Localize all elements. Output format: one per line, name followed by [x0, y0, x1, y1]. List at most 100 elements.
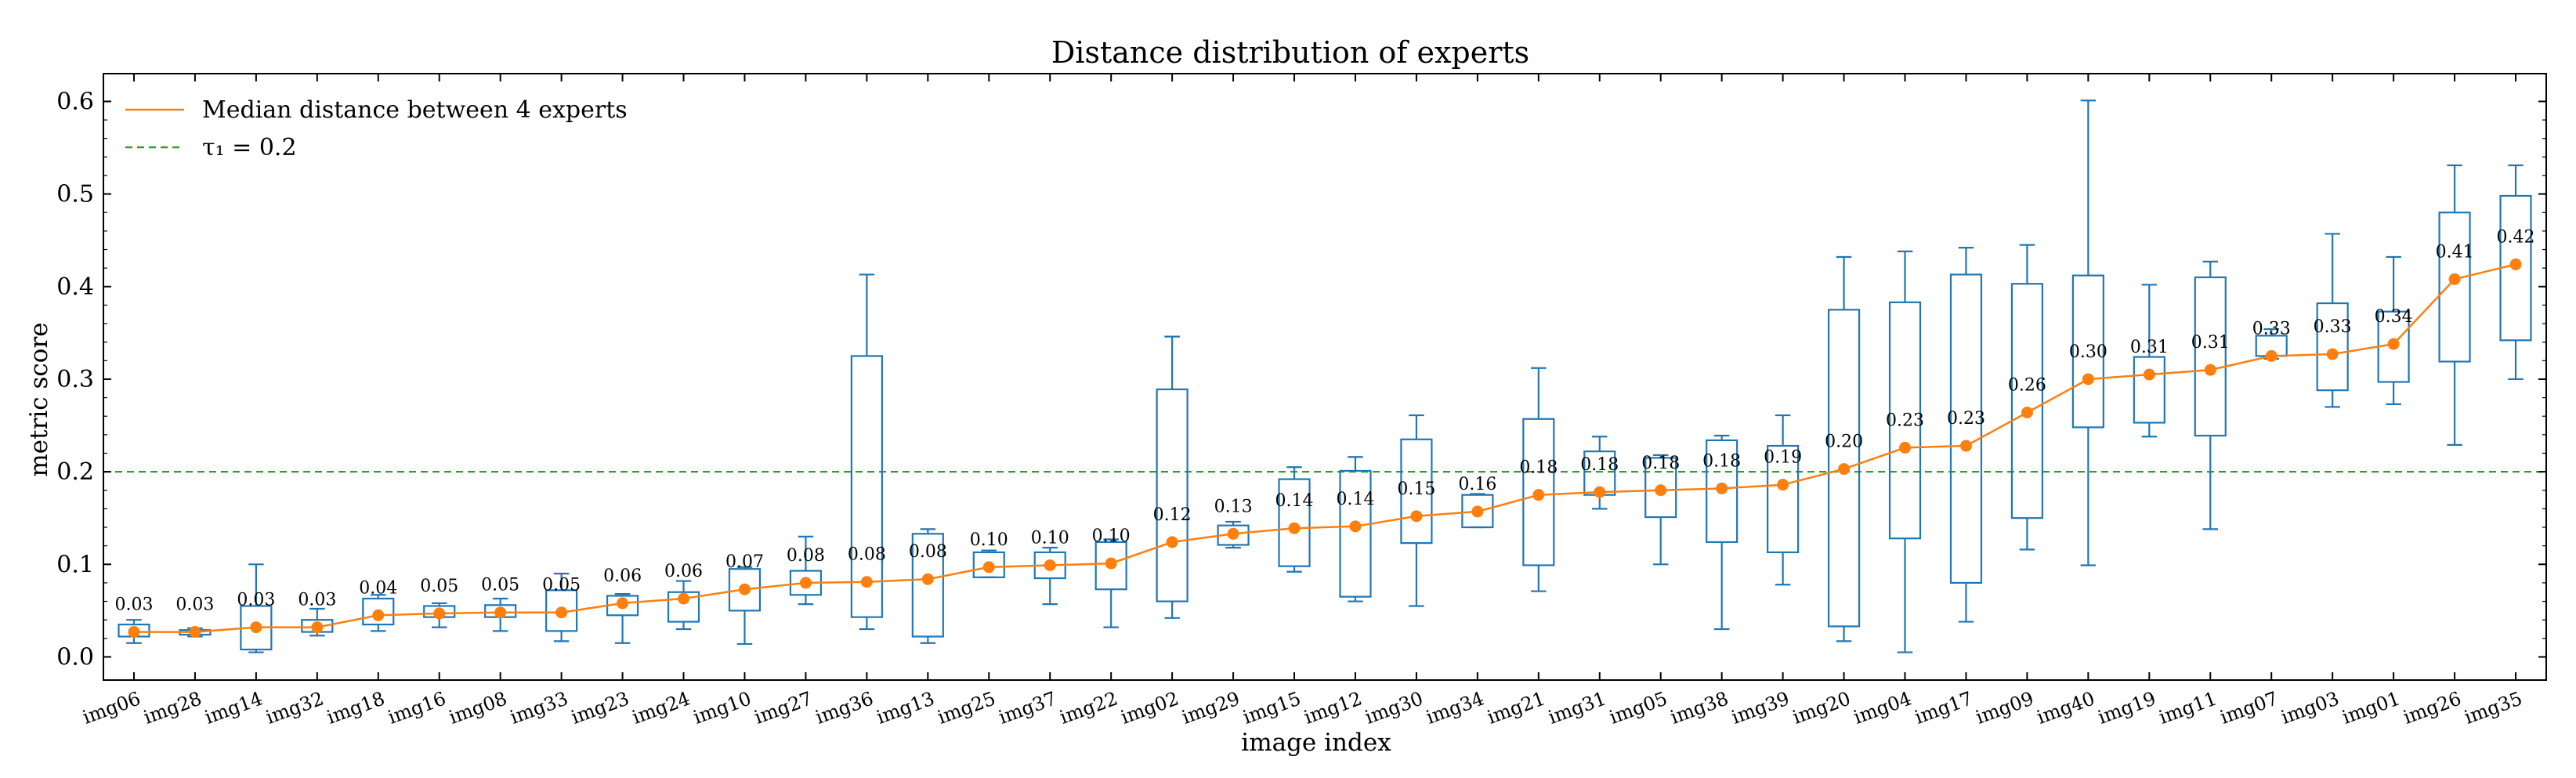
- median-marker-img37: [1044, 559, 1056, 571]
- median-marker-img21: [1532, 489, 1545, 501]
- legend: Median distance between 4 experts τ₁ = 0…: [114, 88, 631, 166]
- median-value-label: 0.31: [2191, 333, 2230, 353]
- box-img18: [362, 594, 395, 632]
- median-value-label: 0.41: [2436, 242, 2474, 262]
- box-iqr: [1278, 478, 1311, 567]
- median-value-label: 0.33: [2314, 317, 2352, 337]
- box-img15: [1278, 466, 1311, 573]
- median-marker-img32: [311, 621, 324, 634]
- box-iqr: [1644, 457, 1677, 519]
- chart-title: Distance distribution of experts: [1051, 35, 1529, 70]
- median-marker-img30: [1410, 510, 1423, 523]
- boxes-layer: [118, 100, 2532, 653]
- median-marker-img06: [128, 626, 140, 639]
- box-img39: [1767, 414, 1800, 586]
- median-value-label: 0.31: [2130, 338, 2169, 357]
- box-img34: [1461, 493, 1494, 529]
- median-marker-img13: [921, 573, 934, 585]
- median-value-label: 0.16: [1458, 475, 1496, 494]
- median-value-label: 0.33: [2252, 319, 2291, 338]
- legend-threshold-label: τ₁ = 0.2: [202, 134, 297, 161]
- box-iqr: [1156, 388, 1189, 602]
- box-img10: [728, 566, 762, 646]
- median-value-label: 0.30: [2069, 342, 2107, 362]
- median-value-label: 0.03: [114, 595, 153, 615]
- legend-background: [114, 88, 631, 166]
- x-axis-label: image index: [1241, 729, 1391, 757]
- median-value-label: 0.18: [1641, 454, 1680, 473]
- box-iqr: [2010, 283, 2044, 519]
- median-marker-img29: [1227, 527, 1239, 540]
- box-iqr: [1949, 273, 1983, 584]
- median-line: [134, 263, 2516, 633]
- median-marker-img38: [1716, 482, 1728, 494]
- box-iqr: [1522, 418, 1555, 566]
- y-tick-label: 0.5: [56, 181, 94, 208]
- box-img38: [1706, 434, 1738, 631]
- median-value-label: 0.10: [970, 530, 1008, 550]
- median-value-label: 0.08: [848, 545, 886, 565]
- median-value-label: 0.10: [1031, 528, 1069, 548]
- median-value-label: 0.14: [1336, 490, 1374, 509]
- box-iqr: [1094, 541, 1127, 591]
- box-img26: [2438, 164, 2471, 446]
- median-marker-img03: [2326, 348, 2339, 360]
- median-value-label: 0.18: [1702, 451, 1741, 471]
- box-img30: [1400, 414, 1433, 607]
- median-marker-img39: [1777, 479, 1789, 491]
- box-iqr: [1339, 469, 1372, 598]
- box-iqr: [1400, 438, 1433, 545]
- median-marker-img17: [1959, 440, 1972, 452]
- median-labels-layer: 0.03 0.03 0.03 0.03 0.04 0.05 0.05 0.05 0.06 0.06…: [114, 227, 2534, 614]
- y-tick-label: 0.2: [56, 458, 94, 486]
- plot-frame: [103, 73, 2547, 681]
- median-marker-img34: [1471, 505, 1484, 518]
- median-marker-img11: [2204, 364, 2216, 376]
- box-img12: [1339, 456, 1372, 602]
- median-value-label: 0.20: [1825, 432, 1863, 452]
- box-iqr: [850, 355, 883, 618]
- median-marker-img22: [1105, 557, 1117, 570]
- median-value-label: 0.03: [175, 595, 214, 615]
- median-value-label: 0.06: [603, 566, 642, 586]
- median-marker-img04: [1899, 441, 1912, 454]
- median-value-label: 0.12: [1153, 505, 1192, 525]
- median-value-label: 0.13: [1214, 497, 1253, 516]
- box-iqr: [1888, 301, 1922, 540]
- median-marker-img07: [2265, 349, 2278, 362]
- box-iqr: [2194, 276, 2227, 437]
- median-marker-img14: [250, 621, 262, 634]
- median-value-label: 0.05: [542, 576, 581, 595]
- median-marker-img12: [1349, 520, 1362, 533]
- median-value-label: 0.05: [481, 576, 519, 595]
- box-iqr: [1827, 309, 1861, 628]
- y-tick-label: 0.3: [56, 366, 94, 393]
- median-value-label: 0.42: [2497, 227, 2535, 247]
- median-value-label: 0.03: [298, 591, 336, 610]
- box-iqr: [667, 591, 700, 623]
- median-value-label: 0.23: [1886, 411, 1924, 430]
- legend-median-label: Median distance between 4 experts: [202, 96, 628, 124]
- median-marker-img28: [189, 626, 201, 639]
- box-img25: [972, 549, 1005, 578]
- median-marker-img36: [860, 576, 873, 588]
- median-marker-img35: [2509, 258, 2522, 270]
- median-marker-img01: [2387, 338, 2400, 350]
- median-marker-img15: [1288, 522, 1301, 534]
- box-iqr: [728, 568, 762, 612]
- box-img17: [1949, 247, 1983, 623]
- median-marker-img08: [494, 606, 507, 619]
- median-value-label: 0.08: [787, 546, 825, 566]
- median-marker-img40: [2082, 373, 2094, 385]
- median-marker-img23: [617, 597, 629, 610]
- box-img05: [1644, 454, 1677, 566]
- y-tick-label: 0.6: [56, 88, 94, 115]
- box-img36: [850, 273, 883, 631]
- box-img11: [2194, 260, 2227, 530]
- median-value-label: 0.34: [2375, 307, 2413, 327]
- box-iqr: [911, 533, 944, 638]
- median-value-label: 0.19: [1764, 448, 1802, 468]
- box-img13: [911, 528, 944, 644]
